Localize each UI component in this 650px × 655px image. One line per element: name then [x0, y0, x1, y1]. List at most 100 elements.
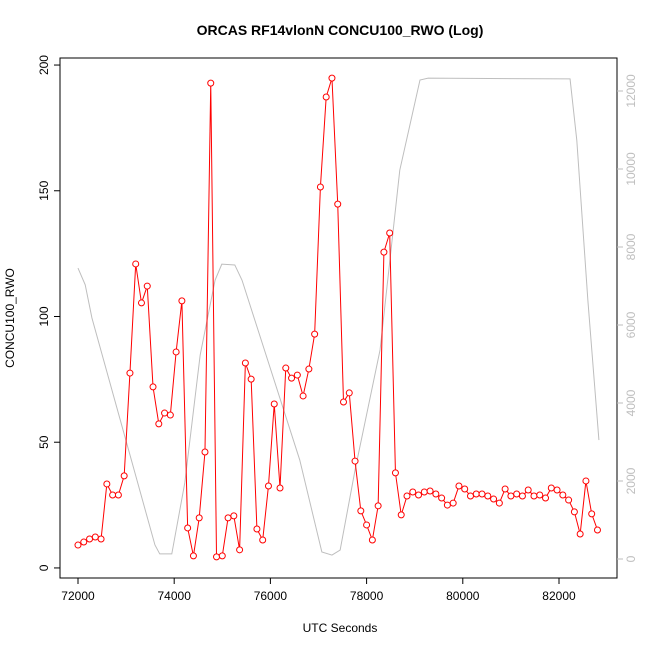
point	[536, 491, 544, 499]
point	[576, 530, 584, 538]
point	[241, 359, 249, 367]
point	[172, 348, 180, 356]
point	[472, 490, 480, 498]
point	[593, 526, 601, 534]
x-tick-label: 74000	[158, 589, 192, 603]
y-tick-label: 100	[37, 306, 51, 326]
point	[570, 508, 578, 516]
point	[236, 546, 244, 554]
point	[322, 93, 330, 101]
point	[542, 494, 550, 502]
point	[270, 400, 278, 408]
point	[91, 533, 99, 541]
point	[420, 488, 428, 496]
point	[559, 491, 567, 499]
x-axis-label: UTC Seconds	[303, 621, 378, 635]
point	[345, 389, 353, 397]
point	[391, 469, 399, 477]
y-tick-label: 0	[37, 564, 51, 571]
series-line	[77, 77, 598, 558]
point	[565, 496, 573, 504]
x-tick-label: 72000	[61, 589, 95, 603]
point	[259, 536, 267, 544]
point	[478, 490, 486, 498]
point	[363, 521, 371, 529]
point	[247, 375, 255, 383]
point	[449, 499, 457, 507]
point	[114, 491, 122, 499]
point	[507, 492, 515, 500]
x-tick-label: 80000	[446, 589, 480, 603]
point	[443, 501, 451, 509]
point	[316, 183, 324, 191]
point	[155, 420, 163, 428]
y2-tick-label: 12000	[624, 74, 638, 108]
point	[184, 524, 192, 532]
point	[357, 507, 365, 515]
point	[311, 330, 319, 338]
y-axis-label: CONCU100_RWO	[3, 268, 17, 368]
point	[340, 398, 348, 406]
y-tick-label: 200	[37, 55, 51, 75]
point	[484, 492, 492, 500]
point	[553, 486, 561, 494]
y-tick-label: 50	[37, 435, 51, 449]
point	[368, 536, 376, 544]
point	[461, 485, 469, 493]
point	[80, 538, 88, 546]
point	[518, 492, 526, 500]
point	[230, 512, 238, 520]
point	[149, 383, 157, 391]
plot-box	[59, 57, 618, 579]
point	[547, 484, 555, 492]
point	[178, 297, 186, 305]
x-tick-label: 78000	[350, 589, 384, 603]
point	[201, 448, 209, 456]
point	[334, 200, 342, 208]
point	[299, 392, 307, 400]
point	[213, 553, 221, 561]
point	[207, 79, 215, 87]
point	[97, 535, 105, 543]
point	[466, 492, 474, 500]
chart-title: ORCAS RF14vlonN CONCU100_RWO (Log)	[197, 22, 484, 38]
point	[264, 482, 272, 490]
point	[490, 495, 498, 503]
y2-tick-label: 8000	[624, 233, 638, 260]
point	[530, 492, 538, 500]
x-tick-label: 82000	[542, 589, 576, 603]
point	[126, 369, 134, 377]
point	[415, 491, 423, 499]
point	[380, 248, 388, 256]
point	[305, 365, 313, 373]
point	[166, 411, 174, 419]
point	[253, 525, 261, 533]
point	[438, 494, 446, 502]
point	[137, 299, 145, 307]
point	[293, 371, 301, 379]
point	[513, 490, 521, 498]
point	[86, 535, 94, 543]
point	[74, 541, 82, 549]
point	[501, 485, 509, 493]
point	[103, 480, 111, 488]
point	[195, 514, 203, 522]
point	[143, 282, 151, 290]
point	[588, 510, 596, 518]
point	[132, 260, 140, 268]
y2-tick-label: 4000	[624, 389, 638, 416]
point	[455, 482, 463, 490]
point	[403, 492, 411, 500]
y2-tick-label: 2000	[624, 467, 638, 494]
point	[189, 552, 197, 560]
point	[276, 484, 284, 492]
point	[524, 486, 532, 494]
point	[432, 490, 440, 498]
y2-tick-label: 0	[624, 555, 638, 562]
point	[409, 488, 417, 496]
point	[218, 552, 226, 560]
point	[386, 229, 394, 237]
point	[120, 472, 128, 480]
point	[282, 364, 290, 372]
